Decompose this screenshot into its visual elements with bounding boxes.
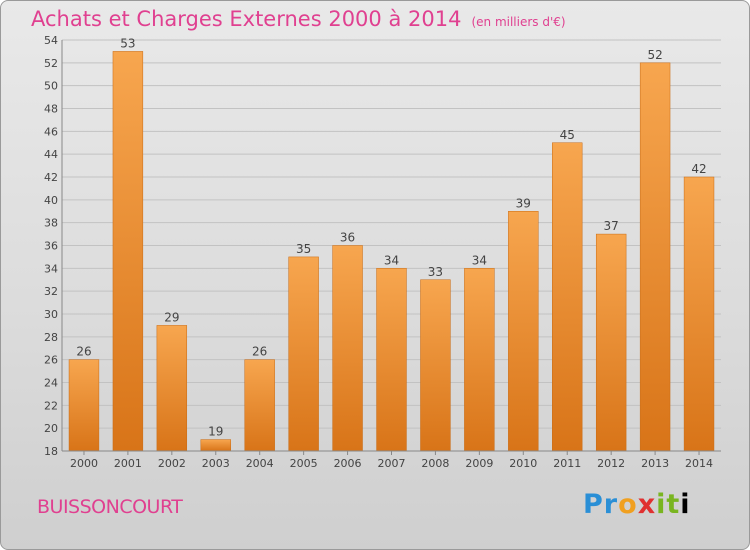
bar-2012 xyxy=(595,233,627,452)
chart-subtitle: (en milliers d'€) xyxy=(471,15,566,29)
value-label-2008: 33 xyxy=(428,265,443,279)
y-tick-label: 38 xyxy=(44,217,58,230)
x-tick-label-2001: 2001 xyxy=(114,457,142,470)
logo-letter: i xyxy=(680,489,691,520)
logo-letter: t xyxy=(666,489,681,520)
bar-2000 xyxy=(68,359,100,452)
bar-2013 xyxy=(639,62,671,452)
x-tick-label-2014: 2014 xyxy=(685,457,713,470)
bar-2003 xyxy=(200,439,231,452)
x-tick-label-2013: 2013 xyxy=(641,457,669,470)
bar-2006 xyxy=(332,245,363,452)
value-label-2006: 36 xyxy=(340,231,355,245)
y-tick-label: 46 xyxy=(44,125,58,138)
value-label-2007: 34 xyxy=(384,253,399,267)
logo-letter: o xyxy=(618,489,638,520)
bar-2004 xyxy=(244,359,275,452)
bar-2007 xyxy=(376,268,407,452)
y-tick-label: 44 xyxy=(44,148,58,161)
y-tick-label: 20 xyxy=(44,422,58,435)
value-label-2004: 26 xyxy=(252,345,267,359)
value-label-2000: 26 xyxy=(76,345,91,359)
bar-2010 xyxy=(508,211,539,452)
y-tick-label: 18 xyxy=(44,445,58,458)
logo-letter: r xyxy=(603,489,619,520)
value-label-2012: 37 xyxy=(604,219,619,233)
value-label-2002: 29 xyxy=(164,310,179,324)
y-tick-label: 32 xyxy=(44,285,58,298)
y-tick-label: 30 xyxy=(44,308,58,321)
value-label-2010: 39 xyxy=(516,196,531,210)
x-tick-label-2007: 2007 xyxy=(378,457,406,470)
y-tick-label: 36 xyxy=(44,240,58,253)
x-tick-label-2002: 2002 xyxy=(158,457,186,470)
logo-letter: i xyxy=(656,489,667,520)
bar-2008 xyxy=(420,279,451,452)
y-axis: 18 20 22 24 26 28 30 32 34 36 38 40 42 44 46 48 50 52 54 xyxy=(44,34,63,458)
value-label-2005: 35 xyxy=(296,242,311,256)
bar-2005 xyxy=(288,256,319,452)
x-tick-label-2006: 2006 xyxy=(334,457,362,470)
logo-letter: P xyxy=(583,489,604,520)
town-name: BUISSONCOURT xyxy=(37,496,183,518)
y-tick-label: 22 xyxy=(44,399,58,412)
x-tick-label-2009: 2009 xyxy=(465,457,493,470)
x-tick-label-2010: 2010 xyxy=(509,457,537,470)
x-tick-label-2011: 2011 xyxy=(553,457,581,470)
bars: 26 53 29 19 26 35 36 34 33 34 39 45 37 52 42 xyxy=(68,36,715,452)
y-tick-label: 40 xyxy=(44,194,58,207)
bar-2002 xyxy=(156,325,188,452)
x-tick-label-2004: 2004 xyxy=(246,457,274,470)
chart-title-text: Achats et Charges Externes 2000 à 2014 xyxy=(31,7,462,31)
value-label-2013: 52 xyxy=(647,48,662,62)
y-tick-label: 50 xyxy=(44,80,58,93)
x-tick-label-2003: 2003 xyxy=(202,457,230,470)
y-tick-label: 52 xyxy=(44,57,58,70)
y-tick-label: 26 xyxy=(44,354,58,367)
x-tick-label-2012: 2012 xyxy=(597,457,625,470)
y-tick-label: 28 xyxy=(44,331,58,344)
y-tick-label: 42 xyxy=(44,171,58,184)
bar-2001 xyxy=(112,51,144,452)
y-tick-label: 48 xyxy=(44,103,58,116)
y-tick-label: 54 xyxy=(44,34,58,47)
proxiti-logo[interactable]: Proxiti xyxy=(583,489,691,520)
y-tick-label: 34 xyxy=(44,262,58,275)
bar-2014 xyxy=(683,176,715,452)
chart-title: Achats et Charges Externes 2000 à 2014 (e… xyxy=(31,7,566,31)
x-tick-label-2005: 2005 xyxy=(290,457,318,470)
value-label-2011: 45 xyxy=(560,128,575,142)
value-label-2001: 53 xyxy=(120,36,135,50)
bar-2009 xyxy=(464,268,495,452)
x-axis: 2000 2001 2002 2003 2004 2005 2006 2007 2008 2009… xyxy=(62,450,721,470)
value-label-2003: 19 xyxy=(208,425,223,439)
bar-2011 xyxy=(552,142,583,452)
x-tick-label-2008: 2008 xyxy=(421,457,449,470)
logo-letter: x xyxy=(637,489,657,520)
y-tick-label: 24 xyxy=(44,377,58,390)
x-tick-label-2000: 2000 xyxy=(70,457,98,470)
value-label-2009: 34 xyxy=(472,253,487,267)
value-label-2014: 42 xyxy=(691,162,706,176)
